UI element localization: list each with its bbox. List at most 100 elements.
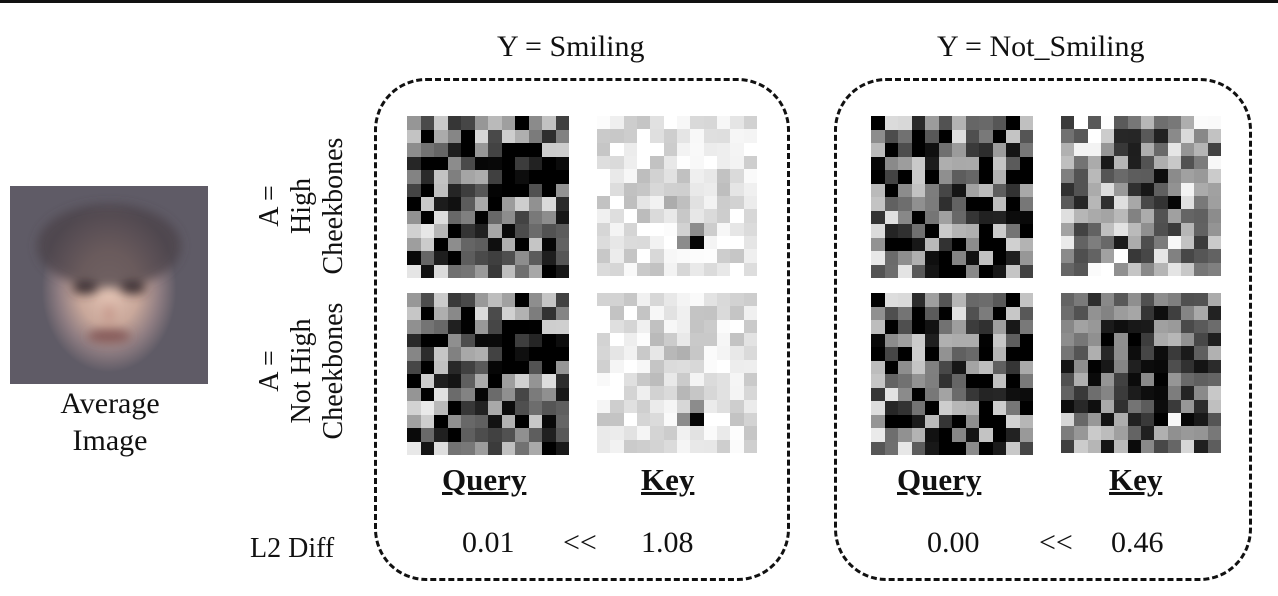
map-pixel [474, 116, 488, 130]
map-pixel [716, 293, 731, 307]
map-pixel [690, 386, 704, 400]
map-pixel [610, 319, 624, 333]
map-pixel [610, 372, 624, 387]
map-pixel [610, 155, 624, 170]
map-pixel [623, 129, 637, 143]
map-pixel [1207, 182, 1221, 196]
map-pixel [501, 401, 515, 415]
map-pixel [407, 347, 421, 361]
map-pixel [703, 262, 717, 276]
map-pixel [597, 129, 611, 143]
map-pixel [925, 401, 939, 415]
map-pixel [898, 306, 912, 320]
map-pixel [925, 224, 939, 238]
map-pixel [703, 235, 717, 250]
map-pixel [1194, 195, 1208, 210]
map-pixel [925, 210, 939, 224]
map-pixel [743, 332, 757, 347]
map-pixel [716, 169, 731, 183]
map-pixel [597, 262, 611, 276]
map-pixel [515, 224, 529, 238]
map-pixel [636, 293, 651, 307]
map-pixel [871, 129, 885, 143]
map-pixel [938, 333, 952, 347]
map-pixel [1100, 412, 1115, 427]
map-pixel [447, 347, 461, 361]
map-pixel [434, 374, 448, 388]
map-pixel [979, 293, 993, 307]
map-pixel [1127, 386, 1141, 400]
map-pixel [1087, 142, 1101, 156]
map-pixel [555, 197, 569, 211]
map-pixel [461, 347, 475, 361]
map-pixel [1140, 249, 1155, 263]
map-pixel [952, 129, 966, 143]
map-pixel [447, 333, 461, 347]
map-pixel [636, 116, 651, 130]
map-pixel [1207, 372, 1221, 387]
map-pixel [597, 293, 611, 307]
map-pixel [1087, 129, 1101, 143]
map-pixel [1061, 155, 1075, 170]
map-pixel [992, 387, 1006, 401]
map-pixel [730, 235, 744, 250]
map-pixel [743, 439, 757, 453]
map-pixel [676, 346, 691, 360]
map-pixel [1100, 262, 1115, 276]
map-pixel [898, 183, 912, 197]
map-pixel [925, 387, 939, 401]
map-pixel [407, 333, 421, 347]
map-pixel [676, 319, 691, 333]
map-pixel [1006, 414, 1020, 428]
map-pixel [1074, 386, 1088, 400]
map-pixel [1167, 222, 1181, 236]
map-pixel [610, 235, 624, 250]
panel-not-smiling [834, 78, 1252, 581]
map-pixel [555, 170, 569, 184]
map-pixel [1087, 439, 1101, 453]
map-pixel [663, 195, 677, 210]
map-pixel [1087, 209, 1101, 223]
map-pixel [871, 333, 885, 347]
row-label-line-1: A = [254, 350, 285, 392]
map-pixel [420, 183, 434, 197]
map-pixel [650, 195, 664, 210]
map-pixel [488, 320, 502, 334]
map-pixel [1167, 426, 1181, 440]
map-pixel [743, 372, 757, 387]
map-pixel [515, 293, 529, 307]
map-pixel [1194, 235, 1208, 250]
map-pixel [488, 170, 502, 184]
map-pixel [965, 374, 979, 388]
map-pixel [1006, 401, 1020, 415]
map-pixel [636, 412, 651, 427]
map-pixel [1100, 359, 1115, 373]
map-pixel [555, 293, 569, 307]
map-pixel [610, 249, 624, 263]
map-pixel [703, 209, 717, 223]
map-pixel [898, 129, 912, 143]
map-pixel [1127, 412, 1141, 427]
map-pixel [676, 293, 691, 307]
map-pixel [911, 251, 925, 265]
map-pixel [1207, 359, 1221, 373]
map-pixel [1154, 142, 1168, 156]
map-pixel [1127, 359, 1141, 373]
map-pixel [474, 347, 488, 361]
map-pixel [938, 387, 952, 401]
map-pixel [1140, 412, 1155, 427]
map-pixel [1194, 222, 1208, 236]
map-pixel [474, 237, 488, 251]
map-pixel [407, 428, 421, 442]
map-pixel [663, 399, 677, 413]
map-pixel [610, 412, 624, 427]
row-label-line-2: High [286, 178, 317, 234]
map-pixel [650, 222, 664, 236]
map-pixel [676, 222, 691, 236]
map-pixel [488, 116, 502, 130]
map-pixel [1114, 346, 1128, 360]
map-pixel [884, 210, 898, 224]
map-pixel [730, 412, 744, 427]
map-pixel [528, 156, 542, 170]
map-pixel [1087, 386, 1101, 400]
